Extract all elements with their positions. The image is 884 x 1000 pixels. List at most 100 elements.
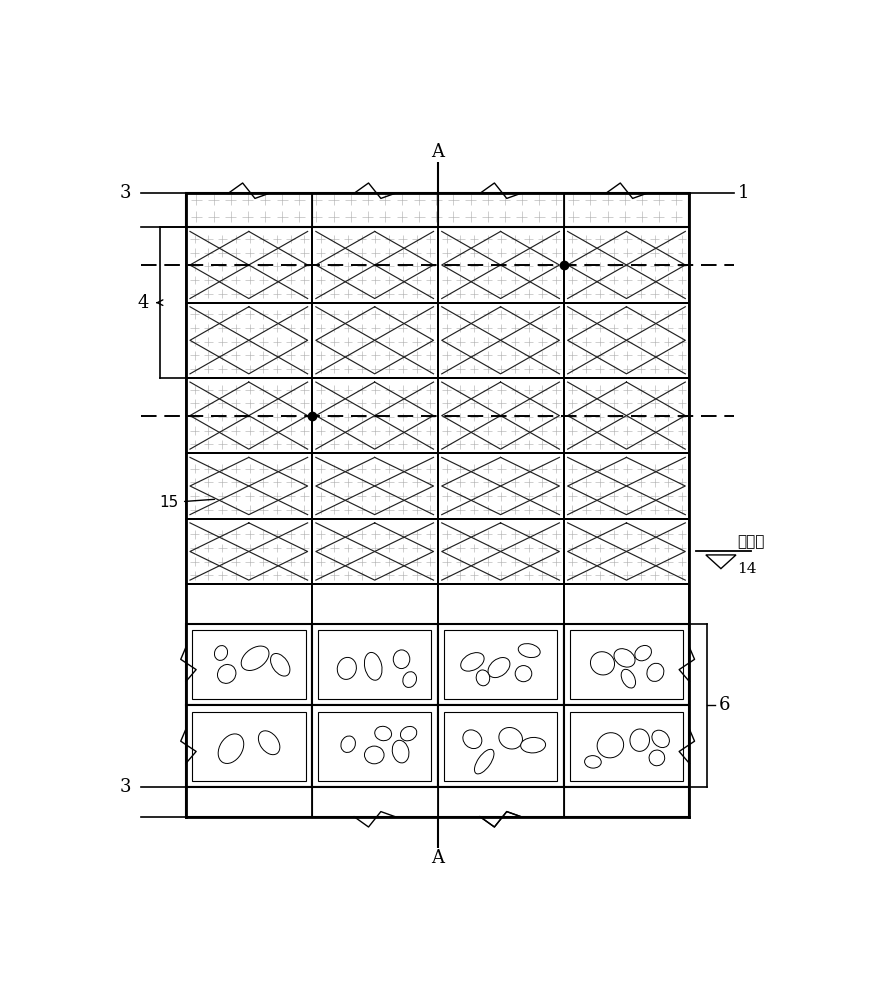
Point bbox=[674, 581, 689, 597]
Point bbox=[598, 589, 613, 605]
Point bbox=[444, 593, 458, 609]
Point bbox=[383, 584, 397, 600]
Point bbox=[616, 602, 630, 618]
Point bbox=[462, 588, 476, 604]
Point bbox=[187, 596, 201, 612]
Point bbox=[208, 595, 222, 611]
Point bbox=[605, 602, 619, 618]
Point bbox=[664, 597, 678, 613]
Point bbox=[530, 589, 544, 605]
Point bbox=[257, 595, 271, 611]
Point bbox=[372, 608, 386, 624]
Point bbox=[385, 585, 400, 601]
Point bbox=[330, 609, 344, 625]
Point bbox=[446, 594, 460, 610]
Point bbox=[470, 603, 484, 619]
Point bbox=[634, 603, 648, 619]
Point bbox=[452, 611, 466, 627]
Point bbox=[326, 597, 340, 613]
Point bbox=[674, 601, 688, 617]
Point bbox=[299, 604, 313, 620]
Point bbox=[677, 587, 691, 603]
Point bbox=[399, 611, 413, 627]
Point bbox=[346, 581, 360, 597]
Point bbox=[204, 584, 218, 600]
Point bbox=[470, 600, 484, 616]
Point bbox=[621, 585, 636, 601]
Point bbox=[575, 604, 590, 620]
Point bbox=[539, 609, 553, 625]
Point bbox=[377, 582, 391, 598]
Point bbox=[248, 608, 262, 624]
Bar bbox=[312, 378, 438, 453]
Point bbox=[599, 607, 613, 623]
Point bbox=[349, 583, 363, 599]
Point bbox=[407, 590, 421, 606]
Text: 3: 3 bbox=[119, 184, 131, 202]
Point bbox=[516, 600, 530, 616]
Point bbox=[294, 609, 309, 625]
Point bbox=[534, 606, 548, 622]
Point bbox=[357, 588, 371, 604]
Point bbox=[324, 583, 338, 599]
Point bbox=[450, 590, 464, 606]
Point bbox=[253, 590, 267, 606]
Point bbox=[281, 607, 295, 623]
Point bbox=[348, 589, 362, 605]
Point bbox=[551, 586, 565, 602]
Point bbox=[606, 592, 620, 608]
Point bbox=[191, 600, 205, 616]
Point bbox=[611, 606, 625, 622]
Point bbox=[636, 597, 650, 613]
Point bbox=[605, 609, 619, 625]
Point bbox=[499, 589, 513, 605]
Point bbox=[218, 587, 232, 603]
Point bbox=[498, 585, 512, 601]
Point bbox=[414, 592, 428, 608]
Point bbox=[518, 607, 532, 623]
Ellipse shape bbox=[499, 727, 522, 749]
Text: 4: 4 bbox=[137, 294, 149, 312]
Point bbox=[628, 600, 642, 616]
Point bbox=[520, 582, 534, 598]
Point bbox=[293, 589, 308, 605]
Point bbox=[497, 595, 511, 611]
Point bbox=[473, 594, 487, 610]
Point bbox=[357, 586, 371, 602]
Point bbox=[598, 608, 612, 624]
Point bbox=[508, 592, 522, 608]
Point bbox=[310, 585, 324, 601]
Point bbox=[401, 596, 415, 612]
Point bbox=[378, 585, 392, 601]
Point bbox=[631, 596, 645, 612]
Point bbox=[606, 607, 621, 623]
Point bbox=[455, 589, 469, 605]
Bar bbox=[186, 705, 312, 787]
Ellipse shape bbox=[463, 730, 482, 749]
Point bbox=[449, 584, 463, 600]
Point bbox=[392, 584, 406, 600]
Bar bbox=[186, 378, 312, 453]
Point bbox=[484, 591, 498, 607]
Point bbox=[288, 592, 302, 608]
Point bbox=[381, 592, 395, 608]
Point bbox=[484, 596, 499, 612]
Point bbox=[354, 611, 368, 627]
Point bbox=[583, 588, 598, 604]
Ellipse shape bbox=[461, 653, 484, 671]
Point bbox=[606, 608, 620, 624]
Point bbox=[213, 609, 227, 625]
Point bbox=[659, 597, 673, 613]
Point bbox=[527, 600, 541, 616]
Point bbox=[203, 601, 217, 617]
Point bbox=[576, 609, 591, 625]
Point bbox=[584, 602, 598, 618]
Point bbox=[606, 602, 621, 618]
Point bbox=[255, 608, 269, 624]
Point bbox=[519, 604, 533, 620]
Point bbox=[421, 583, 435, 599]
Point bbox=[397, 581, 411, 597]
Point bbox=[249, 598, 263, 614]
Point bbox=[349, 599, 363, 615]
Point bbox=[419, 588, 433, 604]
